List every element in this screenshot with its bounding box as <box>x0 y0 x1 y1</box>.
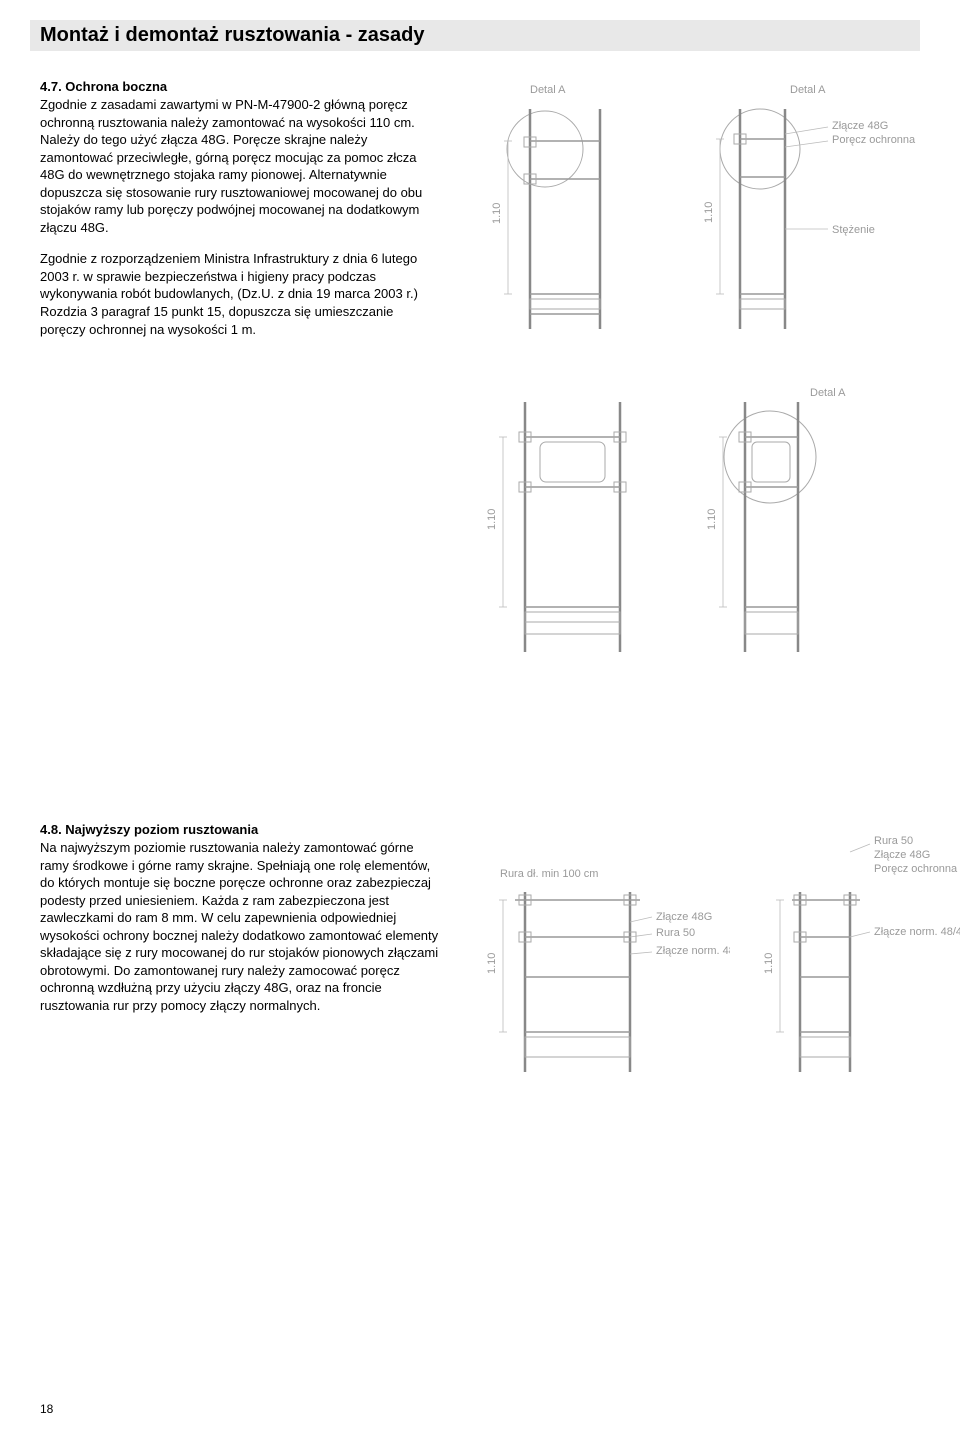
diagram-top-left: Detal A 1.10 <box>470 79 670 352</box>
detal-a-label: Detal A <box>790 84 826 96</box>
svg-text:Złącze 48G: Złącze 48G <box>832 120 888 132</box>
svg-text:Rura dł. min 100 cm: Rura dł. min 100 cm <box>500 868 598 880</box>
section-47-text: 4.7. Ochrona boczna Zgodnie z zasadami z… <box>40 79 440 352</box>
svg-text:Poręcz ochronna: Poręcz ochronna <box>832 134 916 146</box>
diagram-mid-left: 1.10 <box>470 382 670 662</box>
page-number: 18 <box>40 1402 53 1416</box>
svg-text:1.10: 1.10 <box>486 509 498 530</box>
section-48-diagrams: Rura dł. min 100 cm Złącze 48G Rura 50 Z… <box>470 822 960 1082</box>
section-48: 4.8. Najwyższy poziom rusztowania Na naj… <box>40 822 920 1082</box>
svg-text:1.10: 1.10 <box>491 203 503 224</box>
section-47: 4.7. Ochrona boczna Zgodnie z zasadami z… <box>40 79 920 352</box>
detal-a-label: Detal A <box>530 84 566 96</box>
svg-text:Rura 50: Rura 50 <box>874 835 913 847</box>
svg-text:Poręcz ochronna: Poręcz ochronna <box>874 863 958 875</box>
svg-text:1.10: 1.10 <box>706 509 718 530</box>
section-47-heading: 4.7. Ochrona boczna <box>40 79 440 94</box>
diagram-top-right: Detal A Złącze 48G Poręcz ochronna Stęże… <box>690 79 920 352</box>
section-47-diagrams: Detal A 1.10 <box>470 79 920 352</box>
mid-diagrams: 1.10 Detal A <box>470 382 920 662</box>
svg-text:Rura 50: Rura 50 <box>656 927 695 939</box>
section-48-p1: Na najwyższym poziomie rusztowania należ… <box>40 839 440 1014</box>
svg-text:1.10: 1.10 <box>486 953 498 974</box>
svg-text:Złącze 48G: Złącze 48G <box>874 849 930 861</box>
page-header: Montaż i demontaż rusztowania - zasady <box>30 20 920 51</box>
section-48-text: 4.8. Najwyższy poziom rusztowania Na naj… <box>40 822 440 1082</box>
page-title: Montaż i demontaż rusztowania - zasady <box>40 24 920 47</box>
svg-text:Złącze norm. 48/48 2 szt.: Złącze norm. 48/48 2 szt. <box>874 926 960 938</box>
svg-text:1.10: 1.10 <box>763 953 775 974</box>
detal-a-label: Detal A <box>810 387 846 399</box>
svg-text:1.10: 1.10 <box>703 202 715 223</box>
svg-text:Złącze 48G: Złącze 48G <box>656 911 712 923</box>
svg-text:Stężenie: Stężenie <box>832 224 875 236</box>
section-48-heading: 4.8. Najwyższy poziom rusztowania <box>40 822 440 837</box>
diagram-bot-right: Rura 50 Złącze 48G Poręcz ochronna Złącz… <box>750 822 960 1082</box>
section-47-p2: Zgodnie z rozporządzeniem Ministra Infra… <box>40 250 440 338</box>
section-47-p1: Zgodnie z zasadami zawartymi w PN-M-4790… <box>40 96 440 236</box>
diagram-mid-right: Detal A 1.10 <box>690 382 920 662</box>
mid-diagrams-row: 1.10 Detal A <box>40 382 920 662</box>
svg-text:Złącze norm. 48/48 2 szt.: Złącze norm. 48/48 2 szt. <box>656 945 730 957</box>
diagram-bot-left: Rura dł. min 100 cm Złącze 48G Rura 50 Z… <box>470 822 730 1082</box>
